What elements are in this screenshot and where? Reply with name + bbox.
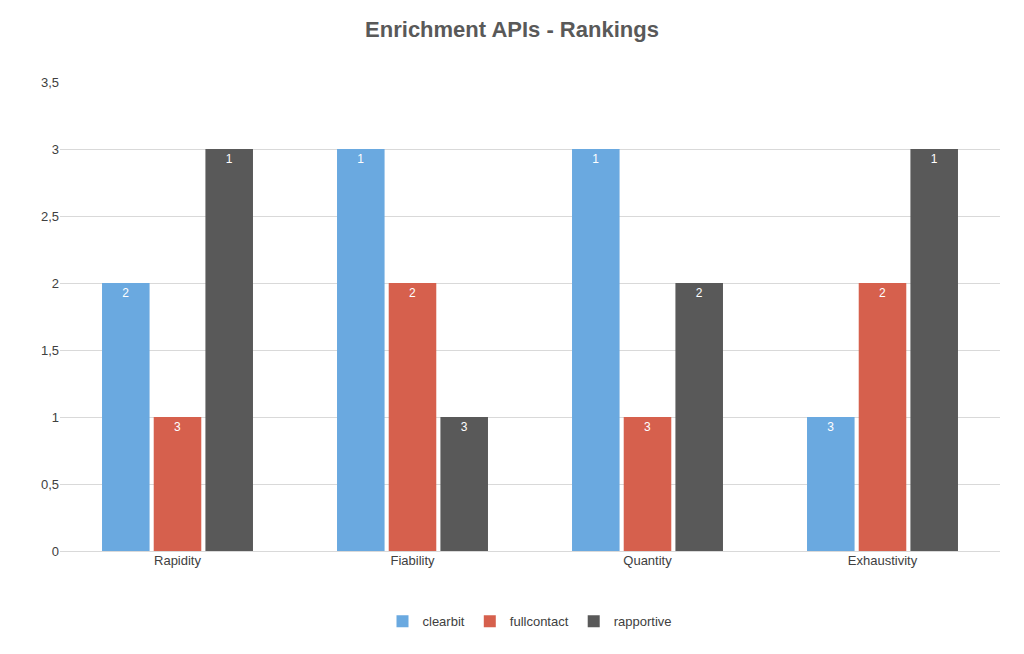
svg-text:3: 3 [461, 420, 468, 434]
svg-text:rapportive: rapportive [614, 614, 672, 629]
svg-text:3: 3 [52, 142, 59, 157]
svg-text:2: 2 [409, 286, 416, 300]
svg-text:3: 3 [174, 420, 181, 434]
svg-text:2: 2 [122, 286, 129, 300]
svg-text:1,5: 1,5 [41, 343, 59, 358]
svg-text:2: 2 [879, 286, 886, 300]
svg-text:0,5: 0,5 [41, 477, 59, 492]
svg-text:3: 3 [827, 420, 834, 434]
svg-text:fullcontact: fullcontact [510, 614, 569, 629]
svg-text:2: 2 [52, 276, 59, 291]
svg-text:Exhaustivity: Exhaustivity [848, 553, 918, 568]
svg-text:3: 3 [644, 420, 651, 434]
svg-text:2,5: 2,5 [41, 209, 59, 224]
svg-text:1: 1 [931, 152, 938, 166]
svg-text:3,5: 3,5 [41, 75, 59, 90]
svg-text:Rapidity: Rapidity [154, 553, 201, 568]
svg-text:1: 1 [592, 152, 599, 166]
svg-text:Enrichment APIs - Rankings: Enrichment APIs - Rankings [365, 17, 659, 42]
svg-text:Fiability: Fiability [390, 553, 435, 568]
svg-text:1: 1 [226, 152, 233, 166]
svg-text:Quantity: Quantity [623, 553, 672, 568]
svg-text:0: 0 [52, 544, 59, 559]
svg-text:1: 1 [357, 152, 364, 166]
svg-text:clearbit: clearbit [423, 614, 465, 629]
svg-text:1: 1 [52, 410, 59, 425]
svg-text:2: 2 [696, 286, 703, 300]
